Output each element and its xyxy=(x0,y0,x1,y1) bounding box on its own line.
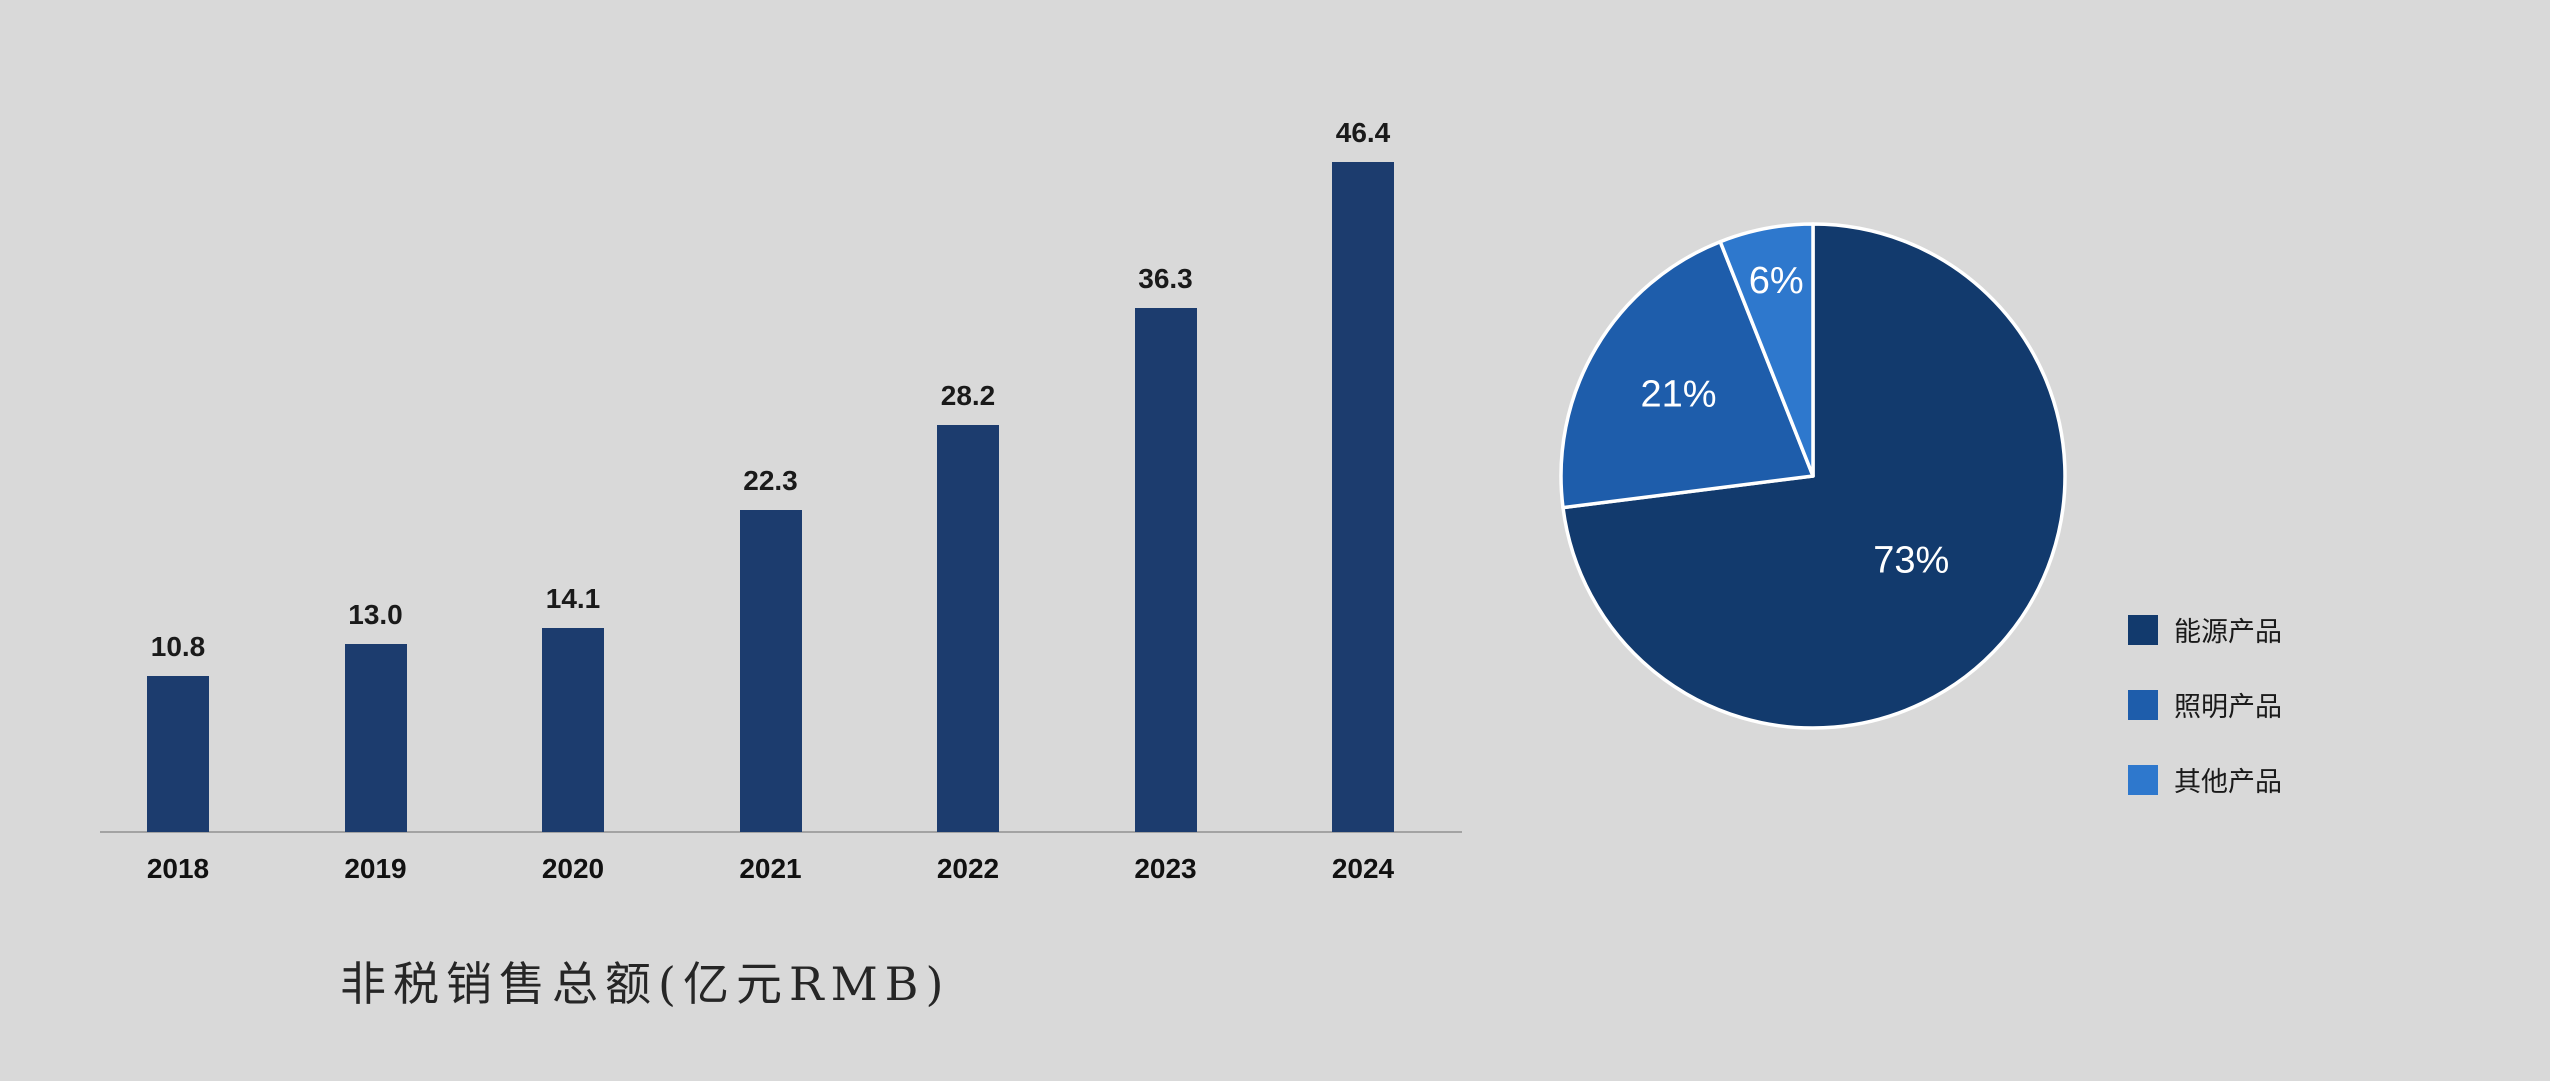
legend-item-2: 其他产品 xyxy=(2128,760,2282,799)
pie-slice-label: 73% xyxy=(1873,540,1949,582)
legend-swatch xyxy=(2128,614,2158,645)
bar-category-label: 2019 xyxy=(344,853,407,884)
bar-category-label: 2023 xyxy=(1134,853,1197,884)
legend-label: 能源产品 xyxy=(2174,617,2282,647)
bar-value-label: 10.8 xyxy=(150,631,206,663)
bar-value-label: 22.3 xyxy=(743,464,798,496)
x-axis-line xyxy=(100,831,1462,833)
pie-slice-1 xyxy=(1559,239,1815,510)
bar-category-label: 2022 xyxy=(936,853,1000,884)
bar-2023 xyxy=(1134,307,1197,832)
legend-swatch xyxy=(2128,689,2158,720)
bar-2021 xyxy=(739,509,802,832)
bar-value-label: 28.2 xyxy=(940,379,996,411)
bar-chart-title: 非税销售总额(亿元RMB) xyxy=(340,957,951,1011)
bar-value-label: 14.1 xyxy=(545,583,601,615)
bar-category-label: 2020 xyxy=(541,853,605,884)
legend-swatch xyxy=(2128,764,2158,795)
pie-slice-label: 21% xyxy=(1640,374,1716,416)
legend-label: 其他产品 xyxy=(2174,767,2282,797)
legend-label: 照明产品 xyxy=(2174,692,2282,722)
bar-category-label: 2021 xyxy=(739,853,802,884)
bar-category-label: 2018 xyxy=(146,853,210,884)
bar-2020 xyxy=(542,628,604,832)
bar-value-label: 46.4 xyxy=(1335,117,1391,148)
pie-legend: 能源产品照明产品其他产品 xyxy=(2128,610,2282,799)
pie-chart: 73% 21% 6% xyxy=(1559,222,2067,730)
bar-2024 xyxy=(1332,162,1394,832)
pie-slice-label: 6% xyxy=(1749,260,1804,302)
pie-slice-2 xyxy=(1718,222,1815,478)
bar-2022 xyxy=(937,424,999,832)
legend-item-0: 能源产品 xyxy=(2128,610,2282,649)
bar-category-label: 2024 xyxy=(1331,853,1395,884)
bar-value-label: 36.3 xyxy=(1138,262,1193,294)
bar-2018 xyxy=(147,676,209,832)
legend-item-1: 照明产品 xyxy=(2128,685,2282,724)
bar-2019 xyxy=(344,644,407,832)
bar-value-label: 13.0 xyxy=(348,599,403,631)
